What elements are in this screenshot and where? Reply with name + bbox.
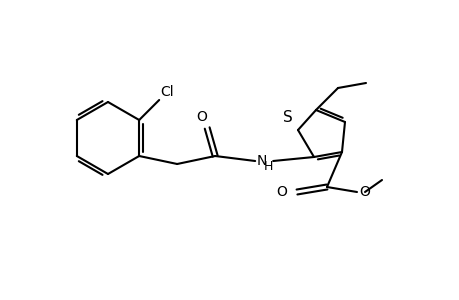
Text: O: O [275,185,286,199]
Text: O: O [358,185,369,199]
Text: H: H [263,160,273,172]
Text: S: S [282,110,292,125]
Text: Cl: Cl [160,85,174,99]
Text: O: O [196,110,207,124]
Text: N: N [256,154,266,168]
